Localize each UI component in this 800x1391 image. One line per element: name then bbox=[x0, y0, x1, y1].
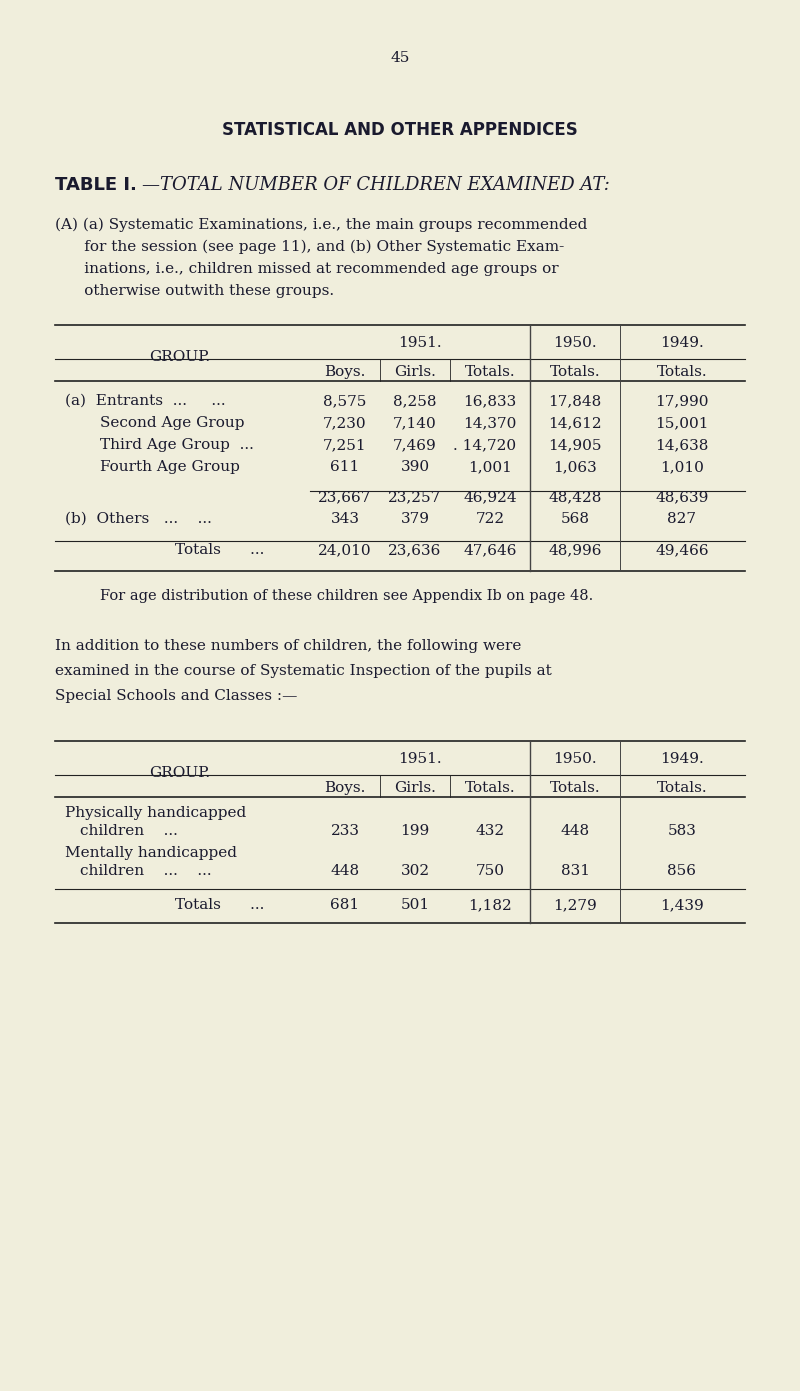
Text: inations, i.e., children missed at recommended age groups or: inations, i.e., children missed at recom… bbox=[55, 262, 558, 275]
Text: 1,182: 1,182 bbox=[468, 899, 512, 912]
Text: children    ...: children ... bbox=[80, 823, 178, 837]
Text: 7,230: 7,230 bbox=[323, 416, 367, 430]
Text: 199: 199 bbox=[400, 823, 430, 837]
Text: 48,996: 48,996 bbox=[548, 542, 602, 556]
Text: 722: 722 bbox=[475, 512, 505, 526]
Text: Fourth Age Group: Fourth Age Group bbox=[100, 460, 240, 474]
Text: 827: 827 bbox=[667, 512, 697, 526]
Text: 17,990: 17,990 bbox=[655, 394, 709, 408]
Text: 7,251: 7,251 bbox=[323, 438, 367, 452]
Text: 17,848: 17,848 bbox=[548, 394, 602, 408]
Text: 390: 390 bbox=[401, 460, 430, 474]
Text: STATISTICAL AND OTHER APPENDICES: STATISTICAL AND OTHER APPENDICES bbox=[222, 121, 578, 139]
Text: TABLE I.: TABLE I. bbox=[55, 177, 137, 193]
Text: 7,140: 7,140 bbox=[393, 416, 437, 430]
Text: (a)  Entrants  ...     ...: (a) Entrants ... ... bbox=[65, 394, 226, 408]
Text: 568: 568 bbox=[561, 512, 590, 526]
Text: 7,469: 7,469 bbox=[393, 438, 437, 452]
Text: 750: 750 bbox=[475, 864, 505, 878]
Text: 681: 681 bbox=[330, 899, 359, 912]
Text: 1951.: 1951. bbox=[398, 753, 442, 766]
Text: 583: 583 bbox=[667, 823, 697, 837]
Text: 611: 611 bbox=[330, 460, 360, 474]
Text: Totals.: Totals. bbox=[657, 780, 707, 796]
Text: examined in the course of Systematic Inspection of the pupils at: examined in the course of Systematic Ins… bbox=[55, 664, 552, 677]
Text: 1951.: 1951. bbox=[398, 337, 442, 351]
Text: GROUP.: GROUP. bbox=[150, 766, 210, 780]
Text: 14,905: 14,905 bbox=[548, 438, 602, 452]
Text: 1950.: 1950. bbox=[553, 337, 597, 351]
Text: Second Age Group: Second Age Group bbox=[100, 416, 245, 430]
Text: (A) (a) Systematic Examinations, i.e., the main groups recommended: (A) (a) Systematic Examinations, i.e., t… bbox=[55, 218, 587, 232]
Text: 1949.: 1949. bbox=[660, 337, 704, 351]
Text: 1949.: 1949. bbox=[660, 753, 704, 766]
Text: Girls.: Girls. bbox=[394, 780, 436, 796]
Text: 16,833: 16,833 bbox=[463, 394, 517, 408]
Text: —TOTAL NUMBER OF CHILDREN EXAMINED AT:: —TOTAL NUMBER OF CHILDREN EXAMINED AT: bbox=[142, 177, 610, 193]
Text: 343: 343 bbox=[330, 512, 359, 526]
Text: 14,638: 14,638 bbox=[655, 438, 709, 452]
Text: Totals      ...: Totals ... bbox=[175, 542, 265, 556]
Text: In addition to these numbers of children, the following were: In addition to these numbers of children… bbox=[55, 638, 522, 652]
Text: Totals      ...: Totals ... bbox=[175, 899, 265, 912]
Text: Totals.: Totals. bbox=[550, 780, 600, 796]
Text: 856: 856 bbox=[667, 864, 697, 878]
Text: 23,636: 23,636 bbox=[388, 542, 442, 556]
Text: 1,439: 1,439 bbox=[660, 899, 704, 912]
Text: 379: 379 bbox=[401, 512, 430, 526]
Text: Mentally handicapped: Mentally handicapped bbox=[65, 846, 237, 860]
Text: Third Age Group  ...: Third Age Group ... bbox=[100, 438, 254, 452]
Text: 432: 432 bbox=[475, 823, 505, 837]
Text: 8,575: 8,575 bbox=[323, 394, 366, 408]
Text: 501: 501 bbox=[401, 899, 430, 912]
Text: Totals.: Totals. bbox=[465, 780, 515, 796]
Text: 831: 831 bbox=[561, 864, 590, 878]
Text: GROUP.: GROUP. bbox=[150, 351, 210, 364]
Text: 24,010: 24,010 bbox=[318, 542, 372, 556]
Text: Special Schools and Classes :—: Special Schools and Classes :— bbox=[55, 689, 298, 702]
Text: 45: 45 bbox=[390, 51, 410, 65]
Text: Boys.: Boys. bbox=[324, 364, 366, 378]
Text: Physically handicapped: Physically handicapped bbox=[65, 805, 246, 821]
Text: 302: 302 bbox=[401, 864, 430, 878]
Text: 15,001: 15,001 bbox=[655, 416, 709, 430]
Text: 1,010: 1,010 bbox=[660, 460, 704, 474]
Text: 46,924: 46,924 bbox=[463, 490, 517, 504]
Text: 233: 233 bbox=[330, 823, 359, 837]
Text: 49,466: 49,466 bbox=[655, 542, 709, 556]
Text: (b)  Others   ...    ...: (b) Others ... ... bbox=[65, 512, 212, 526]
Text: 48,428: 48,428 bbox=[548, 490, 602, 504]
Text: Boys.: Boys. bbox=[324, 780, 366, 796]
Text: for the session (see page 11), and (b) Other Systematic Exam-: for the session (see page 11), and (b) O… bbox=[55, 239, 564, 255]
Text: 47,646: 47,646 bbox=[463, 542, 517, 556]
Text: 1,279: 1,279 bbox=[553, 899, 597, 912]
Text: Totals.: Totals. bbox=[550, 364, 600, 378]
Text: 23,257: 23,257 bbox=[388, 490, 442, 504]
Text: 8,258: 8,258 bbox=[394, 394, 437, 408]
Text: 448: 448 bbox=[330, 864, 359, 878]
Text: Totals.: Totals. bbox=[465, 364, 515, 378]
Text: Girls.: Girls. bbox=[394, 364, 436, 378]
Text: 1,001: 1,001 bbox=[468, 460, 512, 474]
Text: For age distribution of these children see Appendix Ib on page 48.: For age distribution of these children s… bbox=[100, 588, 594, 604]
Text: 448: 448 bbox=[561, 823, 590, 837]
Text: 1,063: 1,063 bbox=[553, 460, 597, 474]
Text: 23,667: 23,667 bbox=[318, 490, 372, 504]
Text: 48,639: 48,639 bbox=[655, 490, 709, 504]
Text: otherwise outwith these groups.: otherwise outwith these groups. bbox=[55, 284, 334, 298]
Text: . 14,720: . 14,720 bbox=[453, 438, 516, 452]
Text: 1950.: 1950. bbox=[553, 753, 597, 766]
Text: Totals.: Totals. bbox=[657, 364, 707, 378]
Text: 14,370: 14,370 bbox=[463, 416, 517, 430]
Text: children    ...    ...: children ... ... bbox=[80, 864, 212, 878]
Text: 14,612: 14,612 bbox=[548, 416, 602, 430]
